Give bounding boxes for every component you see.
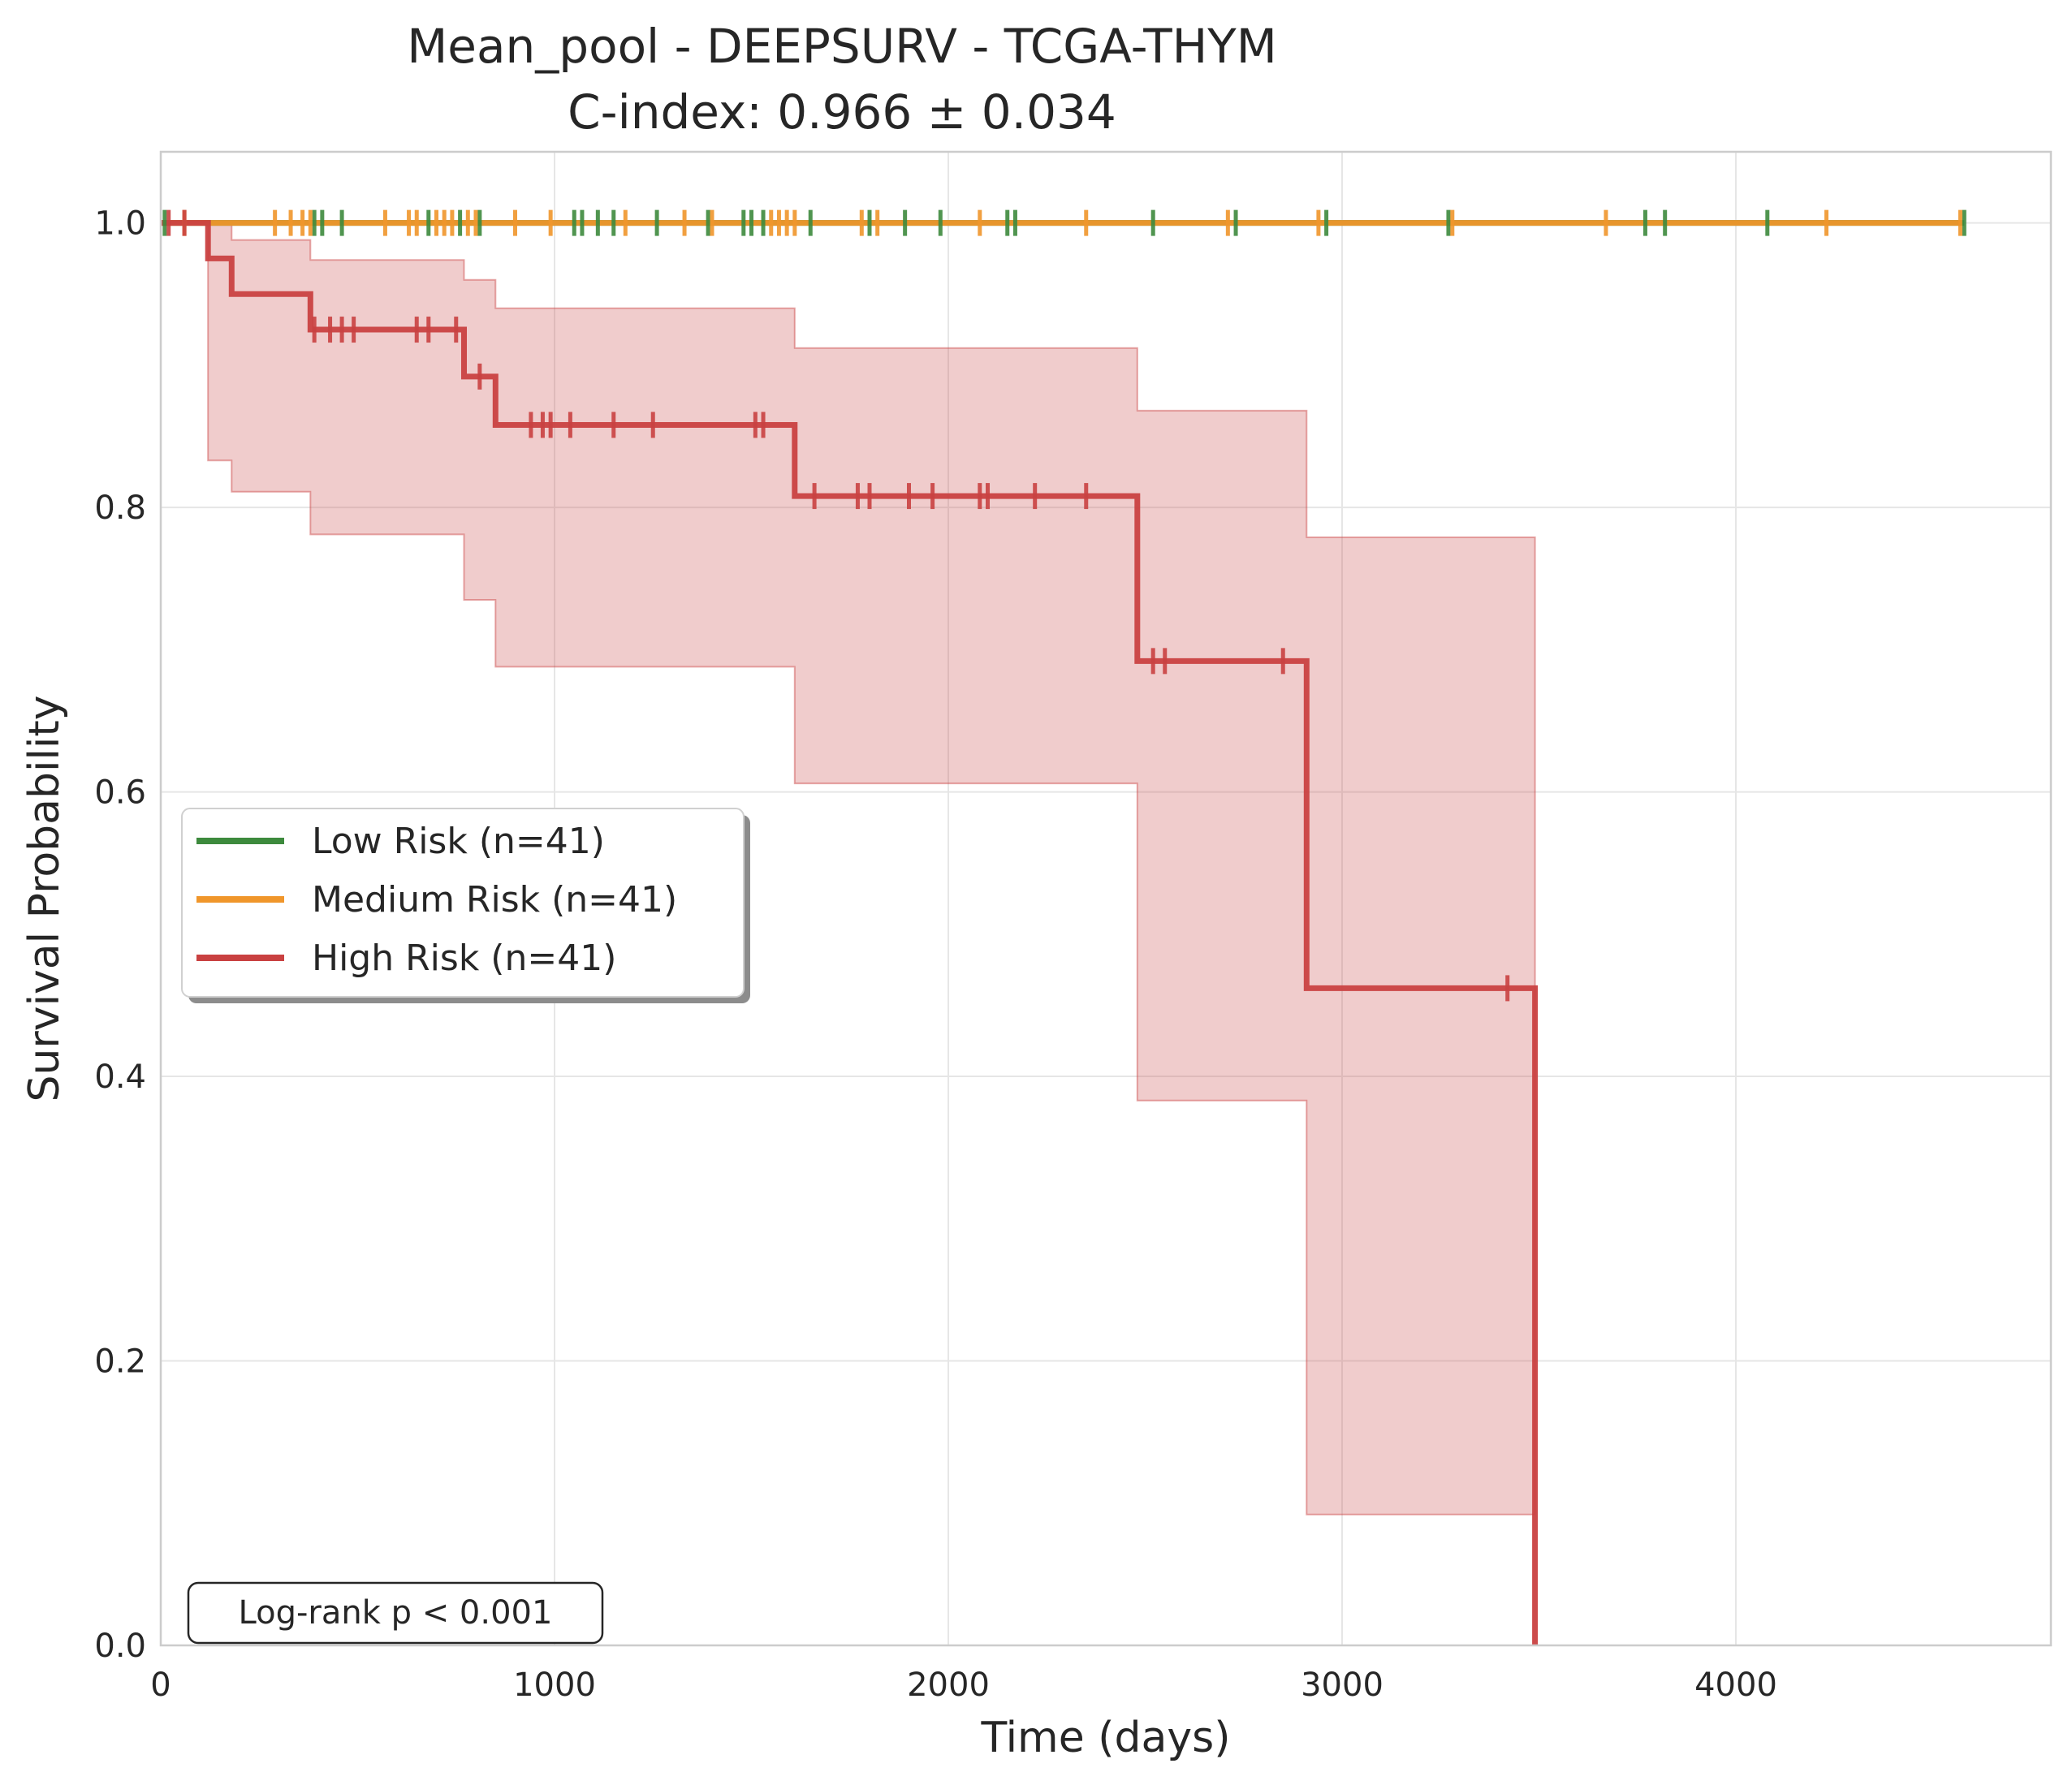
x-tick-label: 2000 — [907, 1666, 990, 1704]
y-tick-label: 0.4 — [94, 1058, 146, 1096]
y-axis-label: Survival Probability — [20, 695, 69, 1102]
legend-entries: Low Risk (n=41) Medium Risk (n=41) High Ri… — [196, 821, 677, 979]
y-tick-label: 1.0 — [94, 205, 146, 243]
y-tick-label: 0.6 — [94, 774, 146, 812]
y-tick-label: 0.2 — [94, 1343, 146, 1381]
x-tick-label: 4000 — [1694, 1666, 1777, 1704]
x-axis-label: Time (days) — [980, 1714, 1230, 1762]
legend: Low Risk (n=41) Medium Risk (n=41) High Ri… — [181, 808, 750, 1003]
x-axis-ticks: 0 1000 2000 3000 4000 — [150, 1666, 1777, 1704]
legend-label: Medium Risk (n=41) — [312, 879, 677, 921]
logrank-annotation: Log-rank p < 0.001 — [187, 1581, 604, 1645]
legend-label: High Risk (n=41) — [312, 938, 616, 979]
chart-subtitle: C-index: 0.966 ± 0.034 — [568, 84, 1116, 140]
x-tick-label: 1000 — [513, 1666, 596, 1704]
plot-frame — [159, 150, 2053, 1647]
y-tick-label: 0.0 — [94, 1628, 146, 1665]
chart-title: Mean_pool - DEEPSURV - TCGA-THYM — [407, 19, 1277, 74]
logrank-text: Log-rank p < 0.001 — [239, 1594, 553, 1632]
censor-marks — [162, 209, 1966, 1002]
legend-box — [181, 808, 745, 998]
y-tick-label: 0.8 — [94, 489, 146, 527]
x-tick-label: 0 — [150, 1666, 171, 1704]
legend-label: Low Risk (n=41) — [312, 821, 605, 862]
x-tick-label: 3000 — [1301, 1666, 1383, 1704]
survival-curve — [161, 220, 1539, 1645]
logrank-box — [187, 1581, 604, 1645]
y-axis-ticks: 0.0 0.2 0.4 0.6 0.8 1.0 — [94, 205, 146, 1665]
